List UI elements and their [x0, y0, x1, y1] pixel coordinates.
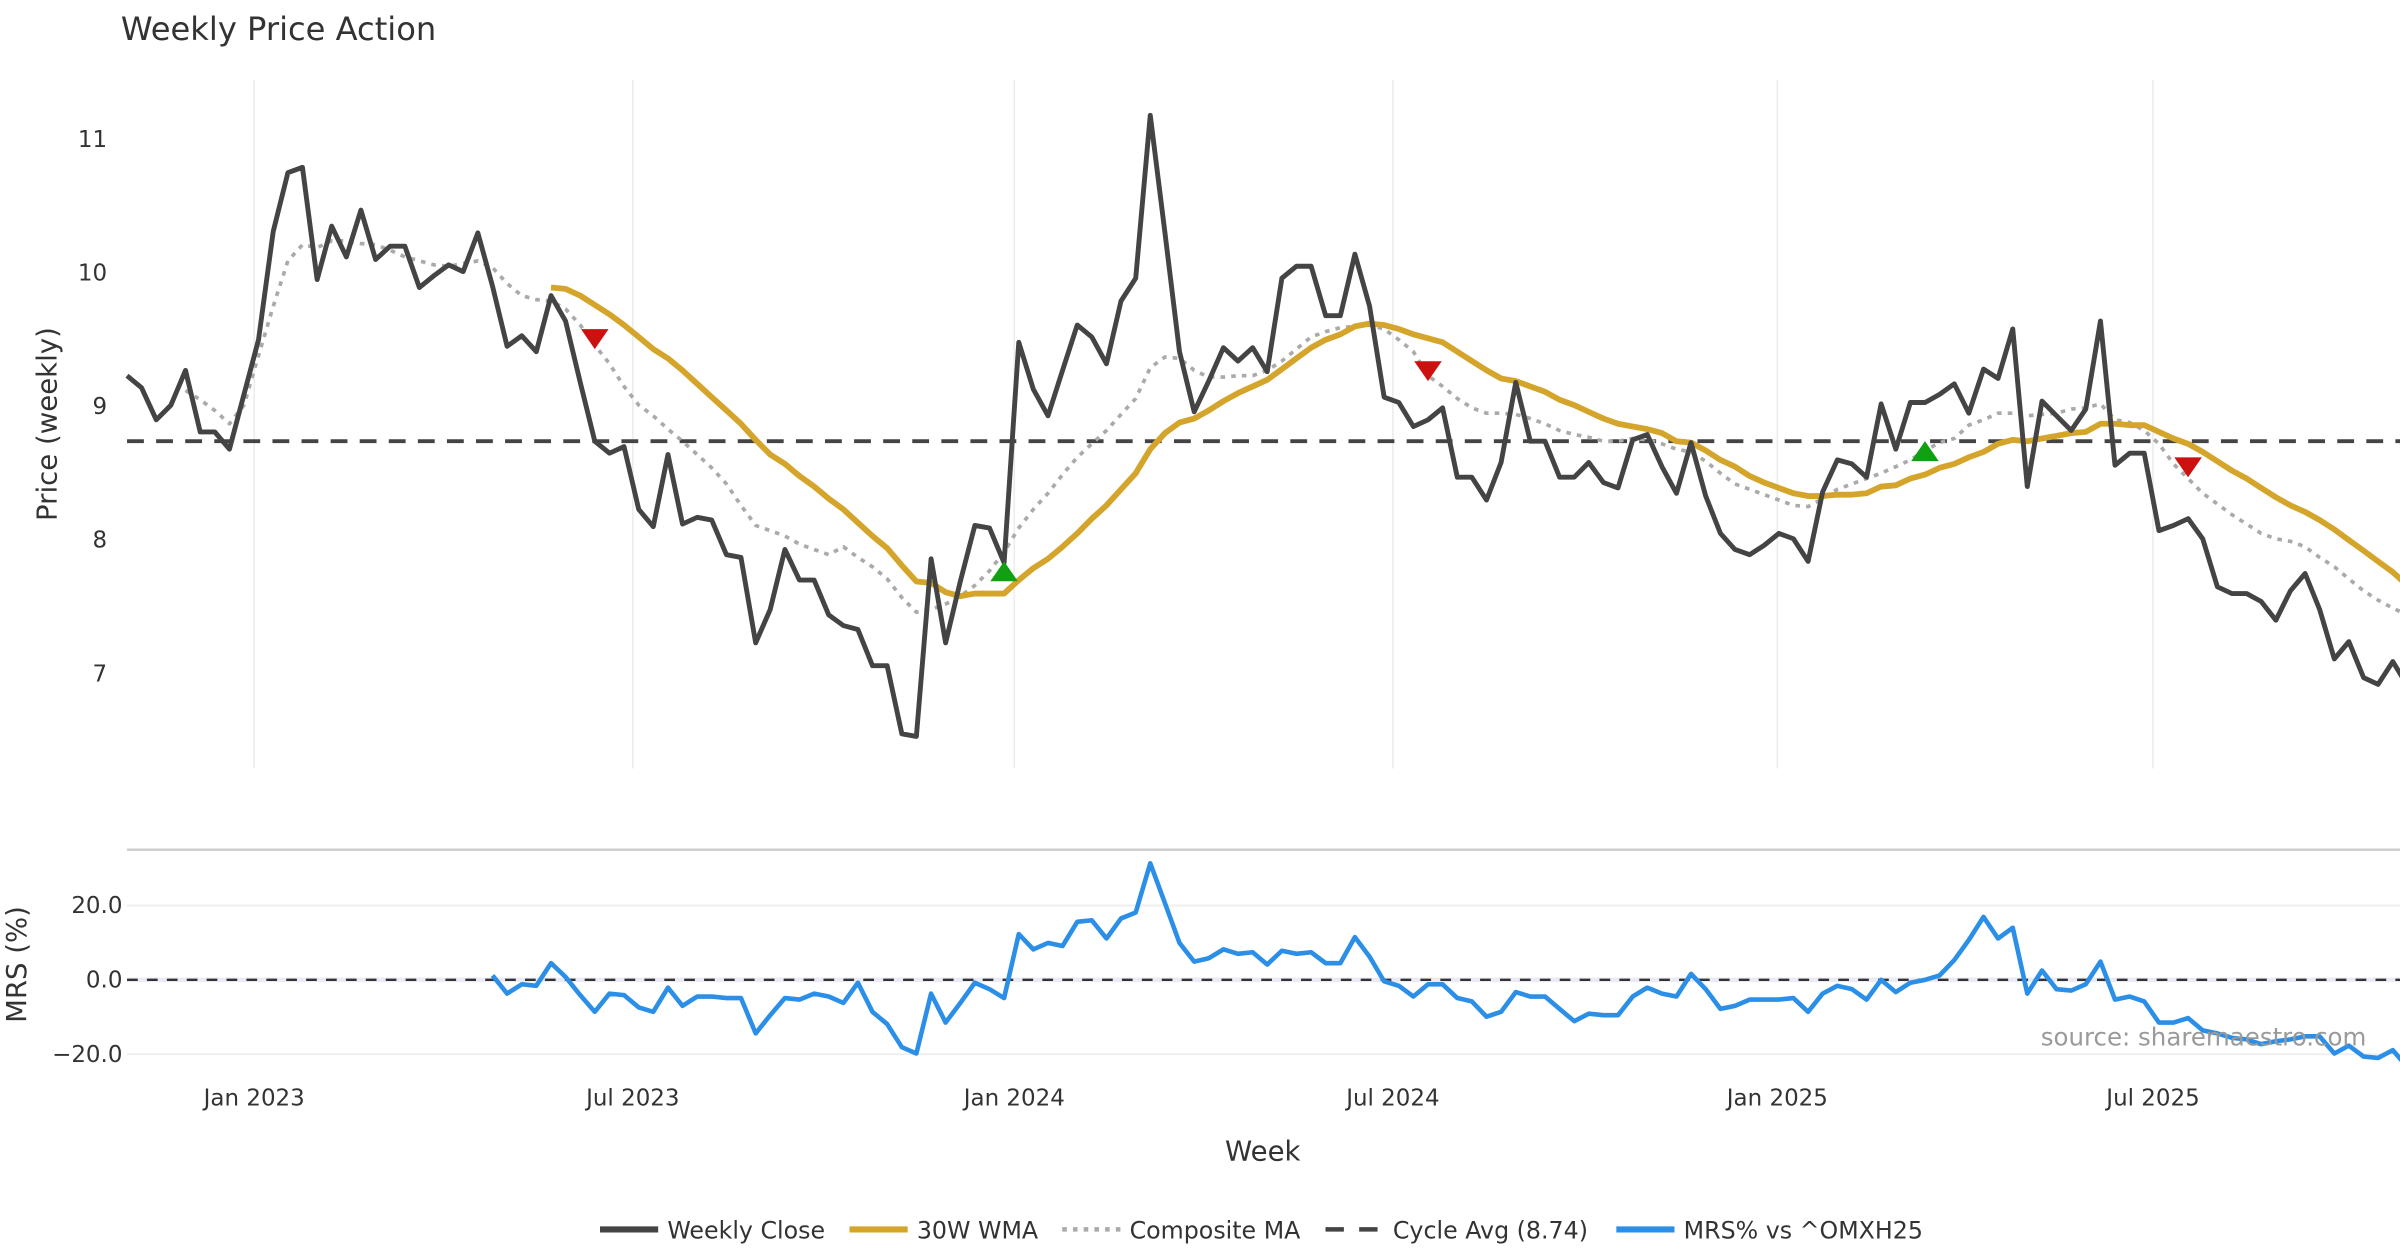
sell-signal-marker	[1414, 361, 1442, 382]
price-series	[125, 112, 2400, 739]
x-tick-label: Jul 2024	[1344, 1085, 1439, 1111]
legend-label: Cycle Avg (8.74)	[1393, 1217, 1588, 1245]
sell-signal-marker	[581, 329, 609, 350]
source-note: source: sharemaestro.com	[2041, 1023, 2367, 1052]
legend-label: Weekly Close	[667, 1217, 825, 1245]
chart-title: Weekly Price Action	[121, 10, 436, 48]
sell-signal-marker	[2174, 457, 2202, 478]
wma-30w-line	[550, 284, 2400, 600]
x-tick-label: Jul 2025	[2104, 1085, 2199, 1111]
buy-signal-marker	[990, 561, 1018, 582]
x-axis-label: Week	[1225, 1135, 1301, 1167]
legend-label: 30W WMA	[917, 1217, 1039, 1245]
price-y-tick-label: 10	[78, 261, 107, 287]
mrs-y-tick-label: 0.0	[86, 967, 123, 993]
mrs-gridlines	[127, 904, 2400, 1056]
x-tick-label: Jan 2023	[202, 1085, 305, 1111]
buy-signal-marker	[1911, 441, 1939, 462]
mrs-series	[490, 861, 2400, 1063]
x-tick-label: Jan 2024	[962, 1085, 1065, 1111]
price-gridlines	[253, 79, 2154, 769]
price-y-axis-label: Price (weekly)	[32, 327, 64, 521]
mrs-y-tick-label: 20.0	[71, 893, 122, 919]
x-tick-label: Jan 2025	[1725, 1085, 1828, 1111]
legend-label: MRS% vs ^OMXH25	[1684, 1217, 1923, 1245]
mrs-y-tick-label: −20.0	[52, 1042, 122, 1068]
price-y-tick-label: 11	[78, 127, 107, 153]
price-y-tick-label: 9	[93, 394, 108, 420]
weekly-close-line	[125, 112, 2400, 739]
x-ticks: Jan 2023 Jul 2023 Jan 2024 Jul 2024 Jan 2025…	[202, 1085, 2200, 1111]
price-y-ticks: 7 8 9 10 11	[78, 127, 107, 687]
legend-label: Composite MA	[1130, 1217, 1302, 1245]
mrs-y-ticks: 20.0 0.0 −20.0	[52, 893, 122, 1068]
mrs-y-axis-label: MRS (%)	[1, 906, 33, 1023]
price-y-tick-label: 7	[93, 661, 108, 687]
x-tick-label: Jul 2023	[584, 1085, 679, 1111]
price-y-tick-label: 8	[93, 528, 108, 554]
signal-markers	[581, 329, 2202, 582]
mrs-line	[490, 861, 2400, 1063]
legend: Weekly Close 30W WMA Composite MA Cycle Avg…	[600, 1217, 1923, 1245]
